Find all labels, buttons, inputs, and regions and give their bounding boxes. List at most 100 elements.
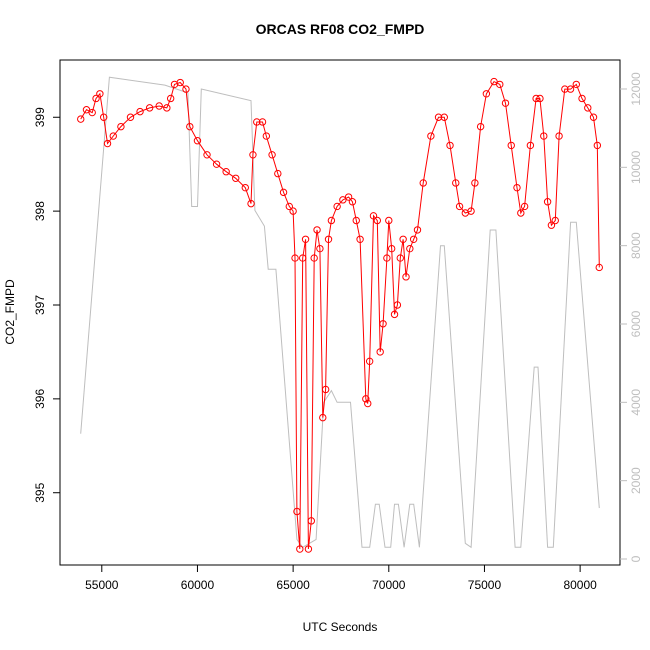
data-point — [356, 235, 364, 243]
data-point — [393, 301, 402, 309]
data-point — [313, 226, 321, 234]
data-point — [406, 244, 414, 253]
data-point — [578, 94, 586, 103]
data-point — [369, 212, 378, 220]
data-point — [258, 118, 267, 126]
y-tick-label: 395 — [33, 482, 47, 502]
data-point — [427, 132, 435, 140]
data-point — [440, 113, 448, 121]
y-tick-label: 399 — [33, 107, 47, 127]
data-point — [166, 94, 175, 103]
data-point — [402, 273, 410, 281]
data-point — [561, 85, 569, 93]
data-point — [163, 104, 171, 112]
data-point — [352, 216, 360, 225]
data-point — [316, 244, 324, 253]
x-tick-label: 70000 — [372, 578, 406, 592]
y2-tick-label: 2000 — [629, 467, 643, 494]
data-point — [310, 254, 318, 262]
data-point — [176, 78, 184, 87]
data-point — [145, 104, 154, 112]
data-point — [452, 179, 460, 187]
y2-tick-label: 4000 — [629, 389, 643, 416]
data-point — [496, 80, 504, 89]
data-point — [289, 207, 297, 215]
data-point — [136, 107, 144, 116]
data-point — [301, 235, 310, 243]
data-point — [517, 209, 525, 217]
data-point — [279, 188, 288, 197]
x-tick-label: 60000 — [181, 578, 215, 592]
data-point — [186, 122, 194, 131]
data-point — [385, 216, 393, 225]
x-tick-label: 80000 — [563, 578, 597, 592]
data-point — [155, 102, 163, 110]
data-point — [268, 151, 276, 159]
data-point — [595, 263, 603, 272]
x-tick-label: 55000 — [85, 578, 119, 592]
series-line — [80, 76, 600, 549]
data-point — [92, 94, 100, 103]
data-point — [100, 113, 108, 121]
series-line — [80, 80, 600, 550]
data-point — [307, 517, 315, 525]
data-point — [396, 254, 404, 262]
data-point — [383, 254, 391, 262]
data-point — [409, 235, 418, 243]
data-point — [584, 104, 592, 112]
data-point — [536, 94, 544, 103]
data-point — [501, 99, 510, 107]
data-point — [247, 199, 255, 208]
data-point — [413, 226, 422, 234]
data-point — [387, 244, 396, 253]
data-point — [365, 357, 374, 366]
data-point — [88, 108, 96, 117]
data-point — [333, 202, 341, 211]
data-point — [253, 118, 261, 126]
data-point — [471, 179, 479, 187]
data-point — [434, 113, 443, 121]
data-point — [203, 151, 211, 159]
data-point — [293, 507, 301, 516]
data-point — [526, 141, 535, 150]
chart-title: ORCAS RF08 CO2_FMPD — [256, 21, 425, 37]
data-point — [566, 85, 575, 93]
data-point — [319, 413, 327, 422]
data-point — [296, 545, 304, 553]
x-tick-label: 75000 — [468, 578, 502, 592]
data-point — [399, 235, 407, 243]
data-point — [373, 216, 382, 225]
y2-tick-label: 10000 — [629, 150, 643, 184]
y-tick-label: 397 — [33, 295, 47, 315]
data-point — [551, 216, 559, 225]
data-point — [520, 202, 529, 211]
y2-tick-label: 6000 — [629, 310, 643, 337]
data-point — [339, 196, 347, 204]
data-point — [379, 320, 387, 328]
data-point — [262, 132, 271, 140]
data-point — [321, 385, 330, 394]
data-point — [540, 132, 548, 140]
data-point — [304, 545, 313, 553]
data-point — [96, 90, 104, 98]
data-point — [193, 137, 202, 145]
data-point — [364, 399, 372, 408]
x-axis-label: UTC Seconds — [303, 620, 378, 634]
data-point — [291, 254, 299, 262]
data-point — [593, 141, 602, 150]
y-axis-label: CO2_FMPD — [3, 279, 17, 345]
data-point — [513, 183, 521, 192]
data-point — [362, 395, 370, 403]
data-point — [490, 77, 498, 86]
data-point — [324, 235, 333, 243]
data-point — [446, 141, 454, 150]
data-point — [241, 183, 249, 192]
data-point — [507, 141, 515, 150]
plot-frame — [59, 59, 621, 566]
data-point — [117, 122, 125, 131]
data-point — [390, 310, 399, 319]
y-tick-label: 398 — [33, 201, 47, 221]
data-point — [232, 174, 240, 182]
data-point — [589, 113, 598, 121]
data-point — [77, 115, 85, 123]
